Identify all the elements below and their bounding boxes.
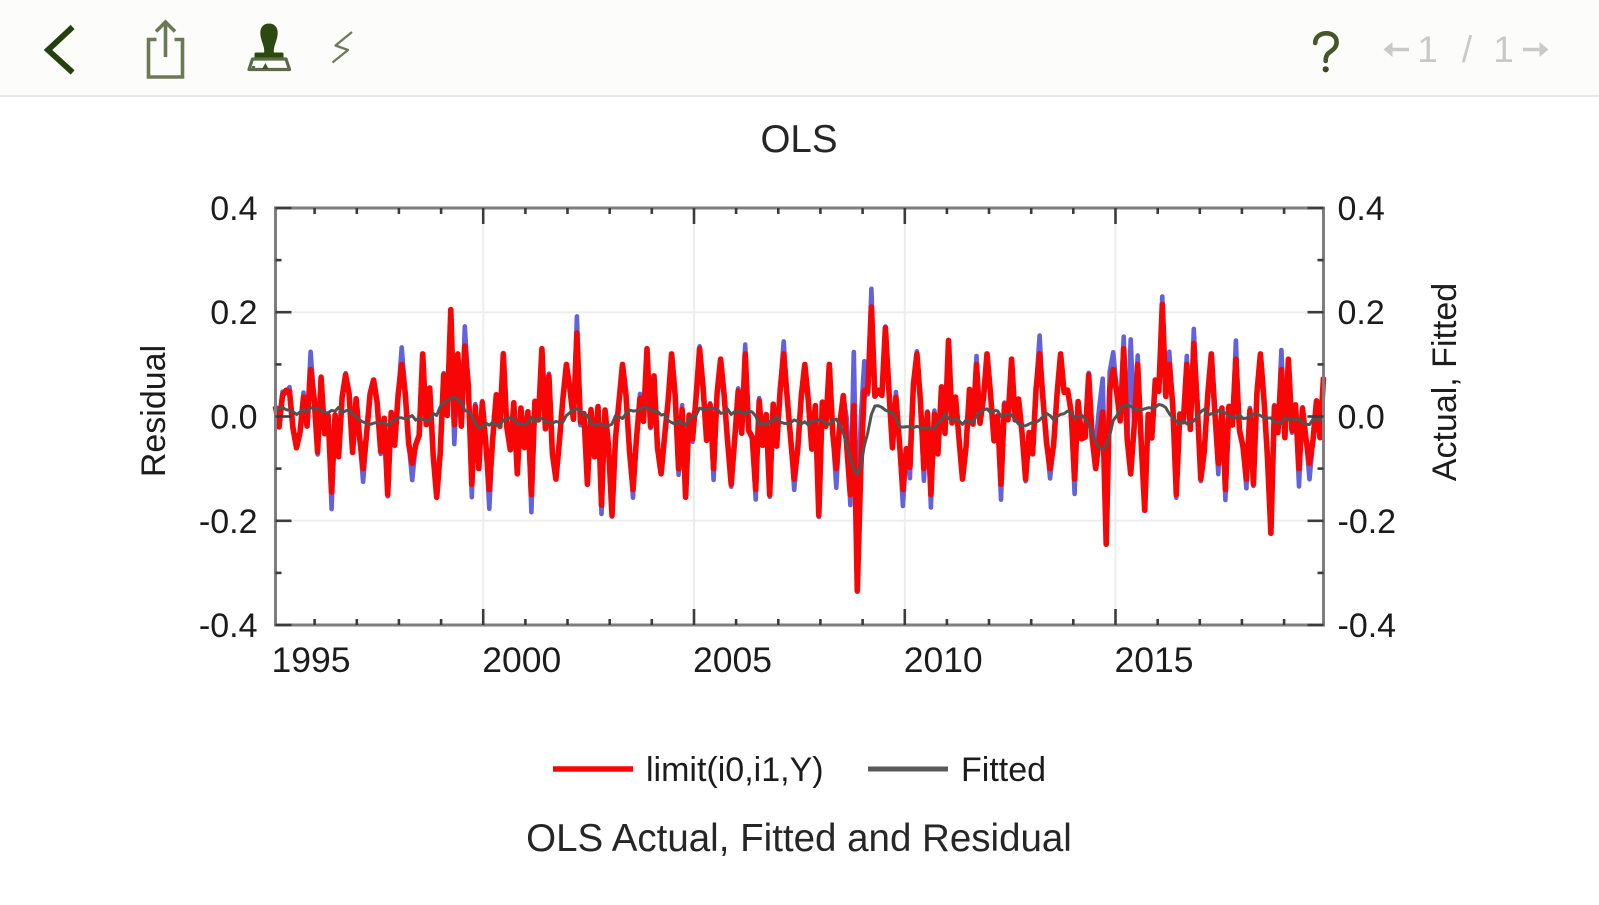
svg-text:limit(i0,i1,Y): limit(i0,i1,Y) (646, 751, 824, 789)
svg-text:-0.2: -0.2 (199, 503, 258, 541)
svg-text:Residual: Residual (135, 345, 173, 477)
svg-text:-0.2: -0.2 (1338, 503, 1397, 541)
svg-text:OLS: OLS (760, 118, 837, 161)
svg-text:1995: 1995 (272, 640, 351, 680)
svg-text:0.4: 0.4 (1338, 190, 1385, 228)
svg-text:-0.4: -0.4 (199, 607, 258, 645)
svg-text:0.2: 0.2 (1338, 294, 1385, 332)
svg-text:/: / (1462, 29, 1473, 70)
svg-text:2015: 2015 (1115, 640, 1194, 680)
svg-text:0.0: 0.0 (210, 399, 257, 437)
svg-text:Actual, Fitted: Actual, Fitted (1426, 283, 1464, 481)
svg-text:1: 1 (1493, 29, 1514, 70)
svg-text:2000: 2000 (482, 640, 561, 680)
svg-text:-0.4: -0.4 (1338, 607, 1397, 645)
svg-text:2005: 2005 (693, 640, 772, 680)
svg-text:OLS Actual, Fitted and Residua: OLS Actual, Fitted and Residual (526, 817, 1072, 860)
svg-text:0.2: 0.2 (210, 294, 257, 332)
svg-text:0.0: 0.0 (1338, 399, 1385, 437)
svg-text:1: 1 (1417, 29, 1438, 70)
svg-text:Fitted: Fitted (961, 751, 1046, 789)
svg-text:2010: 2010 (904, 640, 983, 680)
svg-text:0.4: 0.4 (210, 190, 257, 228)
